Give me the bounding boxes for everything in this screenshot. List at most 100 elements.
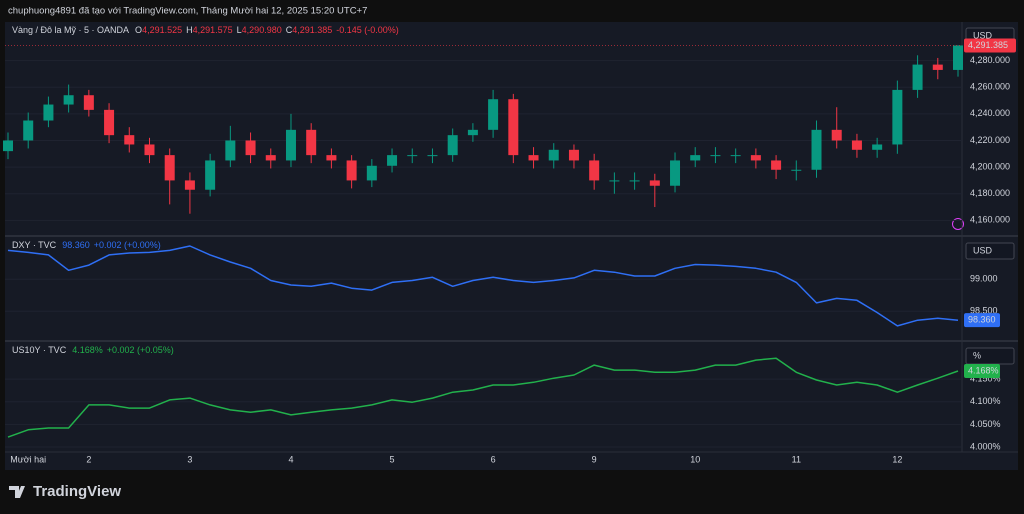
unit-label: % xyxy=(973,350,981,360)
candle-body xyxy=(366,165,377,181)
candle-body xyxy=(346,160,357,181)
x-tick-label: Mười hai xyxy=(10,454,46,464)
legend-value: 4,291.575 xyxy=(193,25,233,35)
candle-body xyxy=(467,129,478,136)
legend: DXY · TVC 98.360 +0.002 (+0.00%) xyxy=(12,240,161,250)
candle-body xyxy=(306,129,317,156)
y-tick-label: 4,200.000 xyxy=(970,161,1010,171)
candle-body xyxy=(568,149,579,161)
candle-body xyxy=(690,155,701,161)
y-tick-label: 4,260.000 xyxy=(970,82,1010,92)
candle-body xyxy=(23,120,34,141)
candle-body xyxy=(3,140,13,152)
legend-key: O xyxy=(135,25,142,35)
last-value-box xyxy=(964,313,1000,328)
candle-body xyxy=(205,160,216,190)
y-tick-label: 4.100% xyxy=(970,396,1001,406)
candle-body xyxy=(326,155,337,161)
legend-value: 4,291.385 xyxy=(292,25,332,35)
candle-body xyxy=(791,169,802,171)
candle-body xyxy=(184,180,195,190)
legend-value: 4,290.980 xyxy=(242,25,282,35)
candle-body xyxy=(427,155,438,157)
candle-body xyxy=(609,180,620,182)
candle-body xyxy=(387,155,398,166)
candle-body xyxy=(488,99,499,130)
brand-logo: TradingView xyxy=(9,483,121,500)
candle-body xyxy=(750,155,761,161)
candle-body xyxy=(164,155,175,181)
last-value-label: 4.168% xyxy=(968,365,999,375)
x-tick-label: 6 xyxy=(491,454,496,464)
candle-body xyxy=(953,45,963,70)
alert-icon[interactable] xyxy=(952,218,964,230)
series-line xyxy=(7,357,959,438)
candle-body xyxy=(265,155,276,161)
y-tick-label: 4,220.000 xyxy=(970,135,1010,145)
unit-box xyxy=(965,242,1015,260)
legend-key: C xyxy=(286,25,293,35)
legend-title: Vàng / Đô la Mỹ · 5 · OANDA xyxy=(12,25,129,35)
legend-key: L xyxy=(237,25,242,35)
last-value-box xyxy=(964,363,1000,378)
candle-body xyxy=(589,160,600,181)
y-tick-label: 4,180.000 xyxy=(970,188,1010,198)
legend-change: -0.145 (-0.00%) xyxy=(336,25,399,35)
legend: US10Y · TVC 4.168% +0.002 (+0.05%) xyxy=(12,345,174,355)
last-price-box xyxy=(964,38,1016,53)
candle-body xyxy=(144,144,155,156)
caption: chuphuong4891 đã tạo với TradingView.com… xyxy=(8,6,367,17)
legend-title: US10Y · TVC xyxy=(12,345,67,355)
x-tick-label: 2 xyxy=(86,454,91,464)
candle-body xyxy=(548,149,559,161)
candle-body xyxy=(730,155,741,157)
legend-value: 98.360 xyxy=(62,240,90,250)
y-tick-label: 4.050% xyxy=(970,419,1001,429)
candle-body xyxy=(649,180,660,186)
legend-change: +0.002 (+0.05%) xyxy=(107,345,174,355)
y-tick-label: 4.150% xyxy=(970,373,1001,383)
candle-body xyxy=(104,109,115,136)
candle-body xyxy=(872,144,883,150)
y-tick-label: 4,240.000 xyxy=(970,108,1010,118)
x-tick-label: 9 xyxy=(592,454,597,464)
candle-body xyxy=(508,99,519,156)
x-tick-label: 12 xyxy=(892,454,902,464)
candle-body xyxy=(670,160,681,186)
candle-body xyxy=(245,140,256,156)
y-tick-label: 99.000 xyxy=(970,274,998,284)
candles xyxy=(3,45,963,214)
legend-value: 4.168% xyxy=(72,345,103,355)
x-tick-label: 5 xyxy=(390,454,395,464)
legend-title: DXY · TVC xyxy=(12,240,57,250)
x-tick-label: 11 xyxy=(792,454,801,464)
candle-body xyxy=(124,135,135,145)
x-tick-label: 10 xyxy=(690,454,700,464)
y-tick-label: 4,160.000 xyxy=(970,215,1010,225)
chart-area xyxy=(5,22,1018,470)
candle-body xyxy=(63,95,74,105)
candle-body xyxy=(285,129,296,161)
legend-value: 4,291.525 xyxy=(142,25,182,35)
candle-body xyxy=(528,155,539,161)
series-line xyxy=(7,245,959,327)
legend: Vàng / Đô la Mỹ · 5 · OANDA O4,291.525 H4,… xyxy=(12,25,399,35)
candle-body xyxy=(225,140,236,161)
unit-label: USD xyxy=(973,30,993,40)
candle-body xyxy=(629,180,640,182)
x-tick-label: 4 xyxy=(288,454,293,464)
candle-body xyxy=(771,160,782,170)
candle-body xyxy=(43,104,54,121)
legend-key: H xyxy=(186,25,193,35)
candle-body xyxy=(447,135,458,156)
y-tick-label: 98.500 xyxy=(970,306,998,316)
brand: TradingView xyxy=(33,483,121,500)
x-tick-label: 3 xyxy=(187,454,192,464)
candle-body xyxy=(831,129,842,141)
unit-label: USD xyxy=(973,245,993,255)
candle-body xyxy=(932,64,943,70)
y-tick-label: 4.000% xyxy=(970,441,1001,451)
legend-change: +0.002 (+0.00%) xyxy=(94,240,161,250)
last-price-label: 4,291.385 xyxy=(968,40,1008,50)
